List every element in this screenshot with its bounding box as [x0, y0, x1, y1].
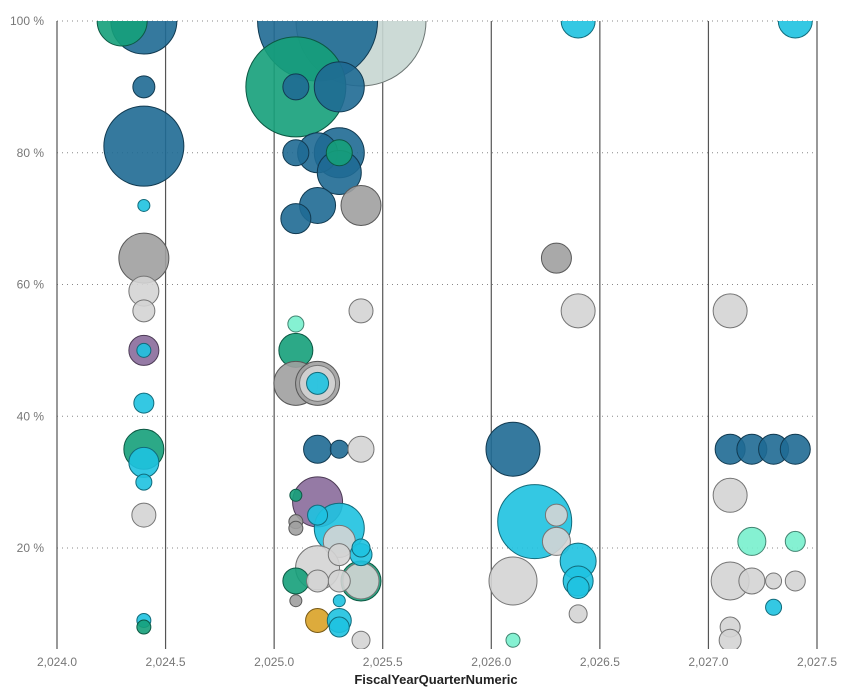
bubble-layer [96, 0, 813, 651]
bubble-point[interactable] [712, 293, 748, 329]
grid-layer [56, 20, 818, 649]
bubble-point[interactable] [282, 567, 310, 595]
bubble-point[interactable] [303, 434, 333, 464]
bubble-point[interactable] [784, 530, 806, 552]
bubble-point[interactable] [128, 446, 160, 478]
bubble-point[interactable] [327, 543, 351, 567]
bubble-point[interactable] [351, 538, 371, 558]
x-tick-label: 2,027.5 [797, 655, 837, 669]
bubble-point[interactable] [718, 628, 742, 651]
bubble-point[interactable] [560, 4, 596, 39]
bubble-point[interactable] [351, 630, 371, 649]
bubble-point[interactable] [568, 604, 588, 624]
bubble-point[interactable] [566, 576, 590, 600]
bubble-point[interactable] [313, 61, 365, 113]
bubble-point[interactable] [777, 4, 813, 39]
bubble-point[interactable] [289, 594, 303, 608]
bubble-point[interactable] [765, 572, 783, 590]
bubble-point[interactable] [765, 598, 783, 616]
bubble-point[interactable] [485, 421, 541, 477]
bubble-point[interactable] [131, 502, 157, 528]
x-tick-label: 2,024.5 [146, 655, 186, 669]
y-tick-label: 60 % [17, 278, 45, 292]
bubble-point[interactable] [306, 371, 330, 395]
x-tick-label: 2,025.5 [363, 655, 403, 669]
x-tick-label: 2,025.0 [254, 655, 294, 669]
bubble-point[interactable] [132, 299, 156, 323]
x-tick-label: 2,024.0 [37, 655, 77, 669]
bubble-point[interactable] [347, 435, 375, 463]
bubble-point[interactable] [280, 203, 312, 235]
bubble-point[interactable] [540, 242, 572, 274]
tick-layer: 20 % 40 % 60 % 80 % 100 % 2,024.0 2,024.5 2,025… [10, 14, 837, 669]
bubble-point[interactable] [544, 503, 568, 527]
x-axis-title: FiscalYearQuarterNumeric [354, 672, 517, 687]
bubble-point[interactable] [541, 526, 571, 556]
bubble-point[interactable] [348, 298, 374, 324]
bubble-point[interactable] [505, 632, 521, 648]
bubble-point[interactable] [136, 342, 152, 358]
bubble-point[interactable] [306, 569, 330, 593]
bubble-point[interactable] [307, 504, 329, 526]
bubble-point[interactable] [287, 315, 305, 333]
bubble-point[interactable] [136, 619, 152, 635]
bubble-point[interactable] [135, 473, 153, 491]
bubble-point[interactable] [325, 139, 353, 167]
y-tick-label: 40 % [17, 409, 45, 423]
bubble-point[interactable] [328, 616, 350, 638]
bubble-point[interactable] [329, 439, 349, 459]
bubble-point[interactable] [137, 198, 151, 212]
bubble-point[interactable] [96, 0, 148, 47]
bubble-point[interactable] [737, 526, 767, 556]
x-tick-label: 2,026.0 [471, 655, 511, 669]
bubble-point[interactable] [305, 607, 331, 633]
bubble-point[interactable] [132, 75, 156, 99]
bubble-point[interactable] [560, 293, 596, 329]
bubble-point[interactable] [103, 105, 185, 187]
bubble-point[interactable] [288, 520, 304, 536]
y-tick-label: 80 % [17, 146, 45, 160]
bubble-point[interactable] [282, 139, 310, 167]
bubble-point[interactable] [133, 392, 155, 414]
bubble-point[interactable] [488, 556, 538, 606]
bubble-point[interactable] [282, 73, 310, 101]
bubble-point[interactable] [779, 433, 811, 465]
bubble-point[interactable] [327, 569, 351, 593]
bubble-point[interactable] [738, 567, 766, 595]
y-tick-label: 20 % [17, 541, 45, 555]
x-tick-label: 2,026.5 [580, 655, 620, 669]
bubble-point[interactable] [289, 488, 303, 502]
bubble-point[interactable] [784, 570, 806, 592]
bubble-point[interactable] [712, 477, 748, 513]
bubble-point[interactable] [332, 594, 346, 608]
x-tick-label: 2,027.0 [688, 655, 728, 669]
y-tick-label: 100 % [10, 14, 44, 28]
bubble-point[interactable] [340, 184, 382, 226]
